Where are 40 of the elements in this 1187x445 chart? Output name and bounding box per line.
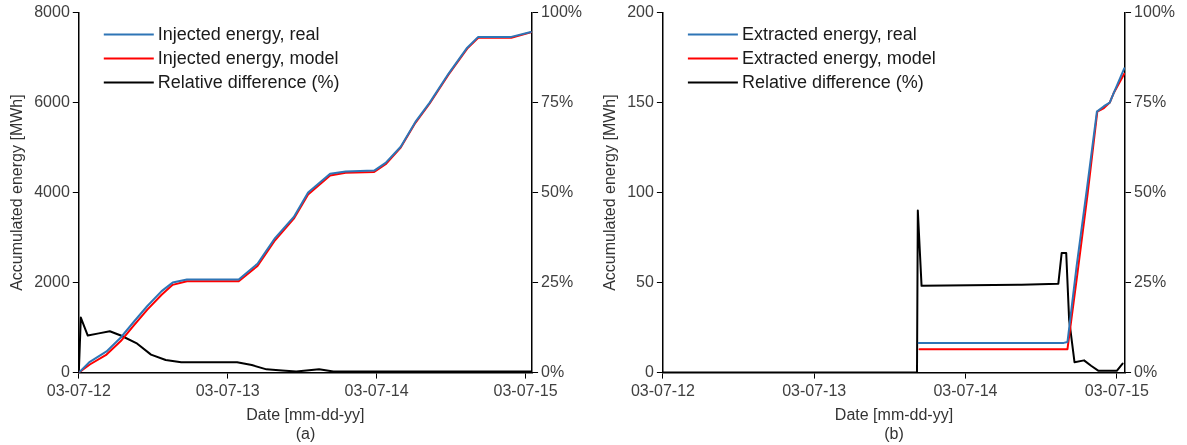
y2-tick-label: 75% <box>541 93 574 111</box>
y-axis-title: Accumulated energy [MWh] <box>8 94 26 291</box>
legend-label: Relative difference (%) <box>741 71 924 92</box>
y2-tick-label: 50% <box>541 183 574 201</box>
y-tick-label: 100 <box>627 183 654 201</box>
y2-tick-label: 25% <box>1134 273 1167 291</box>
legend-label: Injected energy, real <box>157 23 320 44</box>
x-axis-title: Date [mm-dd-yy] <box>246 405 365 423</box>
x-tick-label: 03-07-13 <box>195 381 260 399</box>
y-tick-label: 0 <box>644 363 654 381</box>
y-tick-label: 6000 <box>34 93 70 111</box>
y2-tick-label: 100% <box>1134 3 1175 21</box>
x-tick-label: 03-07-12 <box>46 381 111 399</box>
y-tick-label: 8000 <box>34 3 70 21</box>
y2-tick-label: 50% <box>1134 183 1167 201</box>
legend-label: Extracted energy, real <box>741 23 917 44</box>
y2-tick-label: 100% <box>541 3 582 21</box>
x-tick-label: 03-07-15 <box>1084 381 1149 399</box>
x-tick-label: 03-07-14 <box>344 381 409 399</box>
x-axis-title: Date [mm-dd-yy] <box>834 405 954 423</box>
y-tick-label: 150 <box>627 93 654 111</box>
y2-tick-label: 0% <box>1134 363 1158 381</box>
legend-label: Injected energy, model <box>157 47 339 68</box>
y-tick-label: 50 <box>636 273 654 291</box>
legend-label: Relative difference (%) <box>157 71 340 92</box>
y2-tick-label: 25% <box>541 273 574 291</box>
legend-label: Extracted energy, model <box>741 47 936 68</box>
text: (b) <box>884 425 904 443</box>
x-tick-label: 03-07-14 <box>933 381 998 399</box>
x-tick-label: 03-07-15 <box>493 381 558 399</box>
y-tick-label: 200 <box>627 3 654 21</box>
text: (a) <box>295 425 316 443</box>
y-tick-label: 2000 <box>34 273 70 291</box>
x-tick-label: 03-07-12 <box>630 381 696 399</box>
y2-tick-label: 0% <box>541 363 565 381</box>
y2-tick-label: 75% <box>1134 93 1167 111</box>
y-axis-title: Accumulated energy [MWh] <box>601 94 619 291</box>
y-tick-label: 4000 <box>34 183 70 201</box>
y-tick-label: 0 <box>60 363 70 381</box>
x-tick-label: 03-07-13 <box>782 381 847 399</box>
